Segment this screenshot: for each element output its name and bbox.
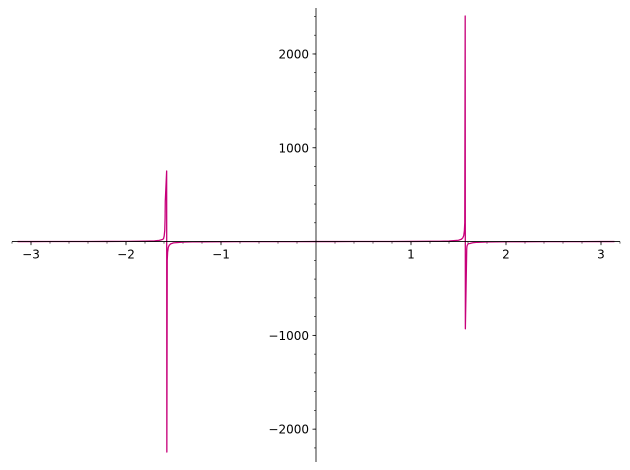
- x-tick-label: 3: [597, 248, 605, 262]
- x-tick-label: −2: [117, 248, 135, 262]
- y-tick-label: 1000: [278, 141, 309, 155]
- y-tick-label: −1000: [268, 329, 309, 343]
- tick-labels: −3 −2 −1 1 2 3 −2000 −1000 1000 2000: [22, 47, 605, 436]
- x-tick-label: −1: [212, 248, 230, 262]
- y-tick-label: −2000: [268, 423, 309, 437]
- x-tick-label: −3: [22, 248, 40, 262]
- major-ticks: [30, 53, 602, 430]
- y-tick-label: 2000: [278, 47, 309, 61]
- x-tick-label: 2: [502, 248, 510, 262]
- x-tick-label: 1: [407, 248, 415, 262]
